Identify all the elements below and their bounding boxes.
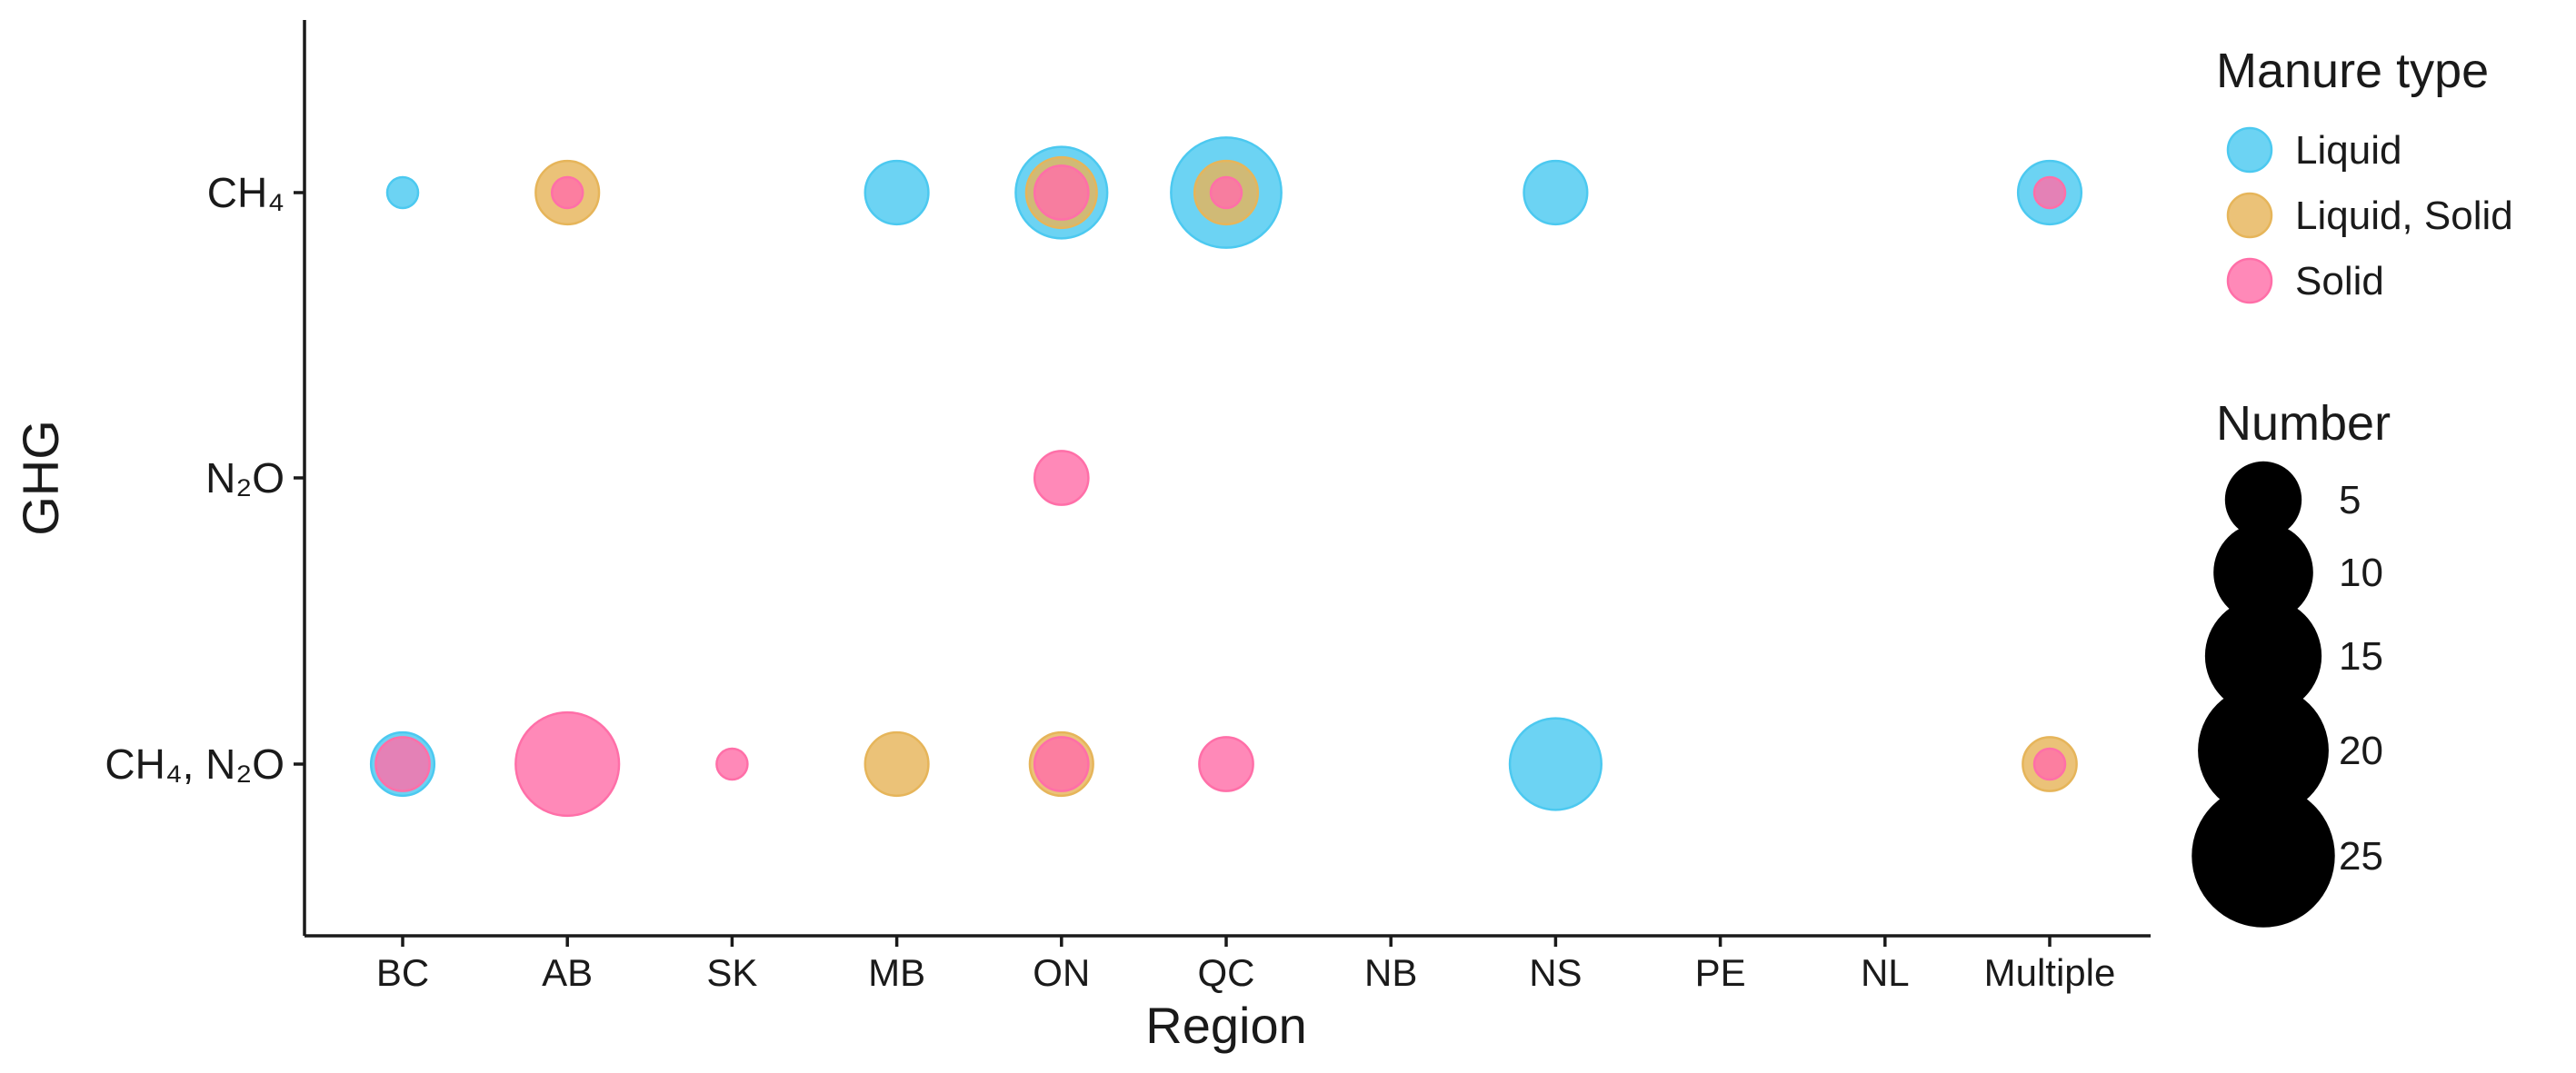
point-solid-qc-ch: [1209, 175, 1243, 210]
legend-swatch-solid: [2226, 257, 2273, 304]
x-tick-label-pe: PE: [1695, 951, 1746, 994]
point-solid-ab-ch: [550, 175, 584, 210]
point-solid-on-ch-n-o: [1033, 736, 1090, 792]
y-axis-ticks: CH₄ N₂O CH₄, N₂O: [105, 169, 305, 788]
point-liquid-ns-ch: [1523, 159, 1589, 226]
size-legend-label-20: 20: [2339, 729, 2383, 773]
point-liquid-bc-ch: [385, 175, 420, 210]
size-legend-label-10: 10: [2339, 551, 2383, 595]
x-tick-label-multiple: Multiple: [1984, 951, 2116, 994]
x-tick-label-ns: NS: [1529, 951, 1582, 994]
legend-swatch-liquid: [2226, 126, 2273, 174]
size-legend-label-15: 15: [2339, 634, 2383, 679]
legend-swatch-liquid-solid: [2226, 192, 2273, 239]
point-solid-bc-ch-n-o: [374, 736, 431, 792]
point-solid-sk-ch-n-o: [715, 747, 749, 781]
point-liquid-solid-mb-ch-n-o: [864, 730, 930, 798]
size-legend-circle-15: [2204, 597, 2322, 715]
data-points: [369, 136, 2083, 818]
x-tick-label-nb: NB: [1364, 951, 1417, 994]
y-axis-title: GHG: [12, 420, 69, 536]
y-tick-label-ch-n-o: CH₄, N₂O: [105, 740, 285, 788]
size-legend-circle-5: [2224, 461, 2302, 539]
legend-label-solid: Solid: [2295, 259, 2384, 303]
color-legend: Liquid Liquid, Solid Solid: [2226, 126, 2513, 304]
legend-label-liquid: Liquid: [2295, 128, 2401, 173]
point-solid-on-ch: [1033, 164, 1090, 221]
x-tick-label-mb: MB: [868, 951, 925, 994]
x-tick-label-bc: BC: [376, 951, 429, 994]
y-tick-label-n-o: N₂O: [205, 454, 285, 502]
x-tick-label-nl: NL: [1861, 951, 1910, 994]
y-tick-label-ch: CH₄: [207, 169, 285, 216]
point-solid-multiple-ch: [2032, 175, 2067, 210]
point-solid-ab-ch-n-o: [514, 710, 621, 818]
size-legend-title: Number: [2216, 396, 2391, 451]
x-tick-label-on: ON: [1033, 951, 1090, 994]
size-legend-circle-20: [2198, 685, 2329, 816]
size-legend: 5 10 15 20 25: [2192, 461, 2383, 928]
x-tick-label-qc: QC: [1198, 951, 1255, 994]
x-tick-label-ab: AB: [542, 951, 593, 994]
point-liquid-mb-ch: [864, 159, 930, 226]
point-solid-qc-ch-n-o: [1198, 736, 1254, 792]
point-liquid-ns-ch-n-o: [1508, 717, 1603, 811]
size-legend-circle-10: [2213, 522, 2313, 622]
size-legend-label-5: 5: [2339, 478, 2361, 522]
color-legend-title: Manure type: [2216, 44, 2489, 98]
size-legend-circle-25: [2192, 784, 2335, 928]
x-tick-label-sk: SK: [706, 951, 757, 994]
x-axis-title: Region: [1145, 997, 1306, 1054]
point-solid-multiple-ch-n-o: [2032, 747, 2067, 781]
legend-label-liquid-solid: Liquid, Solid: [2295, 194, 2513, 238]
size-legend-label-25: 25: [2339, 834, 2383, 879]
point-solid-on-n-o: [1033, 450, 1090, 506]
x-axis-ticks: BC AB SK MB ON QC NB NS PE NL Multiple: [376, 936, 2116, 994]
